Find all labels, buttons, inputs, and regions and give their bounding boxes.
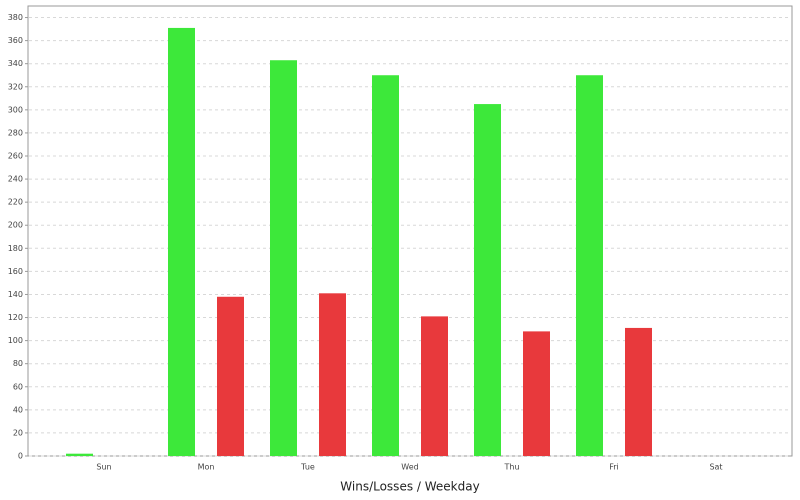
y-tick-label: 240 <box>8 175 23 184</box>
x-tick-label: Wed <box>401 463 418 472</box>
plot-frame <box>27 5 793 457</box>
x-axis-title: Wins/Losses / Weekday <box>340 480 479 494</box>
y-tick-label: 20 <box>13 428 23 437</box>
bar <box>66 453 93 456</box>
bar <box>168 27 195 457</box>
y-tick-label: 340 <box>8 59 23 68</box>
bar <box>270 60 297 456</box>
bar <box>625 327 652 456</box>
y-tick-label: 300 <box>8 105 23 114</box>
y-tick-label: 360 <box>8 36 23 45</box>
x-tick-label: Sun <box>96 463 111 472</box>
bar <box>421 316 448 456</box>
y-tick-label: 280 <box>8 128 23 137</box>
y-tick-label: 60 <box>13 382 23 391</box>
x-tick-label: Mon <box>198 463 215 472</box>
y-tick-label: 100 <box>8 336 23 345</box>
x-tick-label: Tue <box>300 463 315 472</box>
x-tick-label: Fri <box>609 463 619 472</box>
y-tick-label: 120 <box>8 313 23 322</box>
y-tick-label: 40 <box>13 405 23 414</box>
bar <box>372 75 399 456</box>
x-tick-label: Sat <box>709 463 722 472</box>
y-tick-label: 0 <box>18 452 23 461</box>
y-tick-label: 260 <box>8 152 23 161</box>
y-tick-label: 160 <box>8 267 23 276</box>
bar <box>319 293 346 456</box>
y-tick-label: 380 <box>8 13 23 22</box>
bar <box>576 75 603 456</box>
y-tick-label: 320 <box>8 82 23 91</box>
y-tick-label: 180 <box>8 244 23 253</box>
bar <box>523 331 550 456</box>
y-tick-label: 80 <box>13 359 23 368</box>
bar <box>474 104 501 457</box>
bar <box>217 296 244 456</box>
y-tick-label: 220 <box>8 198 23 207</box>
y-tick-label: 200 <box>8 221 23 230</box>
x-tick-label: Thu <box>503 463 519 472</box>
y-tick-label: 140 <box>8 290 23 299</box>
